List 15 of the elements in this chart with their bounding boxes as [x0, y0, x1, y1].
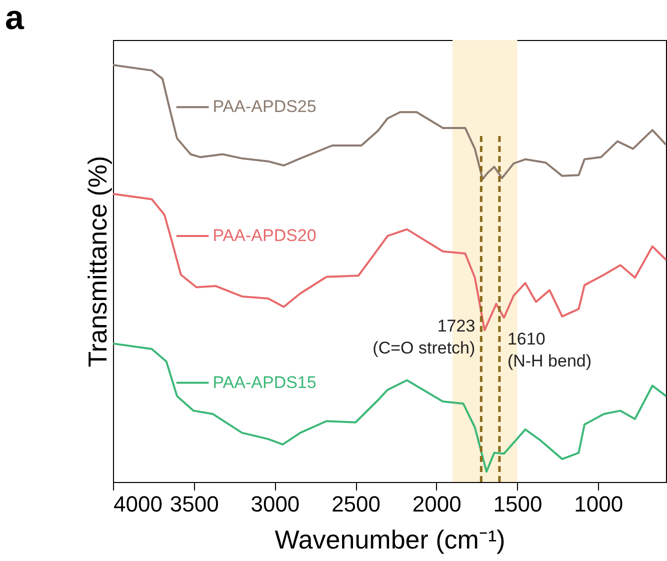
- x-tick-label: 3500: [170, 492, 219, 516]
- legend-label: PAA-APDS20: [212, 226, 316, 245]
- x-axis-title: Wavenumber (cm⁻¹): [274, 524, 506, 554]
- x-tick-label: 2500: [332, 492, 381, 516]
- x-tick-label: 4000: [114, 492, 162, 516]
- legend-label: PAA-APDS15: [212, 372, 316, 392]
- x-tick-label: 2000: [412, 492, 462, 516]
- legend-label: PAA-APDS25: [212, 97, 316, 116]
- y-axis-title: Transmittance (%): [82, 156, 112, 368]
- ref-line-label: 1723 (C=O stretch): [372, 316, 476, 358]
- x-tick-label: 1000: [574, 492, 624, 516]
- x-tick-label: 3000: [250, 492, 300, 516]
- x-tick-label: 1500: [493, 492, 542, 516]
- chart-title: a: [5, 0, 25, 37]
- ref-line-label: 1610 (N-H bend): [507, 330, 592, 371]
